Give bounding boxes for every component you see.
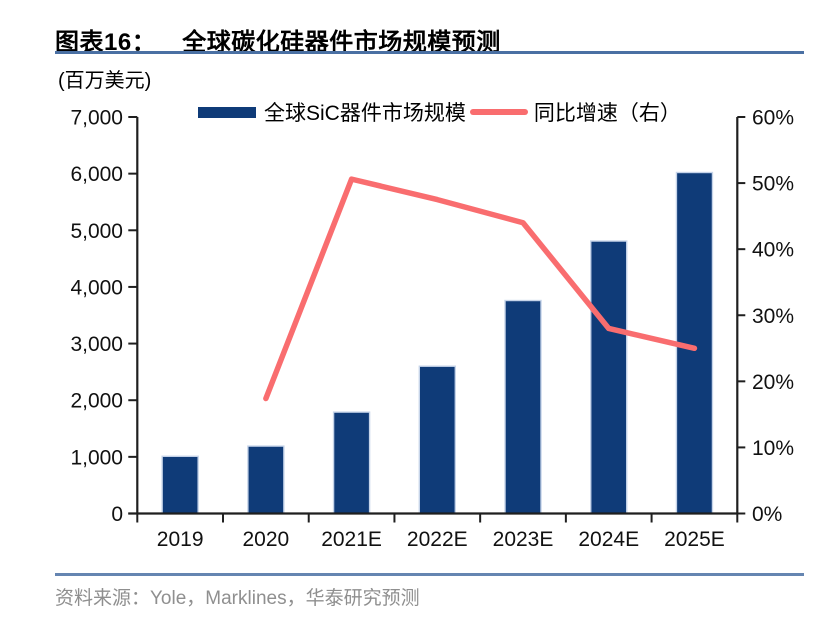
x-axis-label: 2023E xyxy=(493,528,554,551)
title-rule xyxy=(55,51,804,54)
right-axis-tick-label: 50% xyxy=(752,173,794,196)
left-axis-tick-label: 4,000 xyxy=(70,276,123,299)
right-axis-tick-label: 20% xyxy=(752,371,794,394)
right-axis-tick-label: 0% xyxy=(752,503,782,526)
legend-item-market-size: 全球SiC器件市场规模 xyxy=(198,97,466,127)
chart-legend: 全球SiC器件市场规模 同比增速（右） xyxy=(198,97,681,127)
x-axis-label: 2021E xyxy=(321,528,382,551)
bar-series-swatch xyxy=(198,106,256,118)
x-axis-label: 2019 xyxy=(157,528,204,551)
right-axis-tick-label: 60% xyxy=(752,107,794,130)
bar-2021E xyxy=(332,411,371,515)
bar-2022E xyxy=(418,365,456,515)
x-axis-label: 2025E xyxy=(664,528,725,551)
legend-label-growth: 同比增速（右） xyxy=(533,102,681,125)
left-axis-tick-label: 0 xyxy=(111,503,123,526)
left-axis-tick-label: 7,000 xyxy=(70,107,123,130)
source-note: 资料来源：Yole，Marklines，华泰研究预测 xyxy=(55,588,420,609)
right-axis-tick-label: 30% xyxy=(752,305,794,328)
bar-2020 xyxy=(247,445,285,515)
line-series-swatch xyxy=(469,109,528,115)
left-axis-tick-label: 6,000 xyxy=(70,163,123,186)
bar-2023E xyxy=(504,299,542,515)
right-axis-tick-label: 10% xyxy=(752,437,794,460)
right-axis-tick-label: 40% xyxy=(752,239,794,262)
axis-unit-label: (百万美元) xyxy=(58,70,152,92)
footer-rule xyxy=(55,573,804,576)
left-axis-tick-label: 2,000 xyxy=(70,390,123,413)
left-axis-tick-label: 3,000 xyxy=(70,333,123,356)
growth-rate-line xyxy=(263,176,698,402)
x-axis-label: 2024E xyxy=(578,528,639,551)
x-axis-label: 2022E xyxy=(407,528,468,551)
bar-2024E xyxy=(590,240,628,515)
left-axis-tick-label: 5,000 xyxy=(70,220,123,243)
legend-label-market-size: 全球SiC器件市场规模 xyxy=(264,102,466,125)
x-axis-label: 2020 xyxy=(243,528,290,551)
bar-2019 xyxy=(161,455,199,515)
left-axis-tick-label: 1,000 xyxy=(70,446,123,469)
legend-item-growth: 同比增速（右） xyxy=(469,97,681,127)
